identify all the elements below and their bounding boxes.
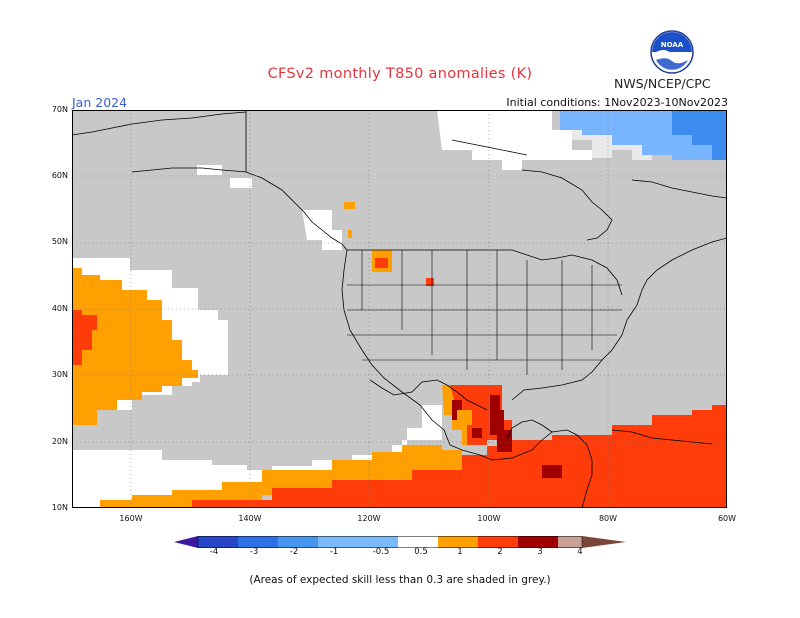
- map-frame: [72, 110, 727, 508]
- lon-label-160w: 160W: [119, 514, 143, 523]
- colorbar: [174, 536, 626, 548]
- lat-label-50n: 50N: [51, 237, 68, 246]
- colorbar-arrow-right: [582, 536, 626, 548]
- colorbar-label: 1: [457, 547, 463, 557]
- lat-label-70n: 70N: [51, 105, 68, 114]
- anomaly-map: [72, 110, 727, 508]
- agency-label: NWS/NCEP/CPC: [614, 76, 711, 91]
- lon-label-120w: 120W: [357, 514, 381, 523]
- logo-text: NOAA: [661, 41, 684, 49]
- noaa-logo: NOAA: [650, 30, 694, 74]
- lat-label-20n: 20N: [51, 437, 68, 446]
- lon-label-140w: 140W: [238, 514, 262, 523]
- colorbar-label: -0.5: [372, 547, 390, 557]
- lon-label-80w: 80W: [598, 514, 618, 523]
- lat-label-10n: 10N: [51, 503, 68, 512]
- dark-red-regions: [452, 395, 562, 478]
- colorbar-label: -2: [289, 547, 299, 557]
- state-borders: [347, 250, 622, 375]
- chart-title: CFSv2 monthly T850 anomalies (K): [267, 66, 533, 82]
- colorbar-label: -1: [329, 547, 339, 557]
- lon-label-60w: 60W: [717, 514, 737, 523]
- colorbar-label: -4: [209, 547, 219, 557]
- skill-footnote: (Areas of expected skill less than 0.3 a…: [249, 574, 551, 586]
- lat-label-40n: 40N: [51, 304, 68, 313]
- colorbar-label: 4: [577, 547, 583, 557]
- forecast-month: Jan 2024: [72, 95, 128, 110]
- colorbar-label: 2: [497, 547, 503, 557]
- colorbar-arrow-left: [174, 536, 198, 548]
- blue-regions: [560, 110, 727, 160]
- colorbar-label: -3: [249, 547, 259, 557]
- colorbar-label: 3: [537, 547, 543, 557]
- lat-label-60n: 60N: [51, 171, 68, 180]
- lon-label-100w: 100W: [477, 514, 501, 523]
- lat-label-30n: 30N: [51, 370, 68, 379]
- initial-conditions: Initial conditions: 1Nov2023-10Nov2023: [506, 96, 728, 109]
- colorbar-label: 0.5: [414, 547, 428, 557]
